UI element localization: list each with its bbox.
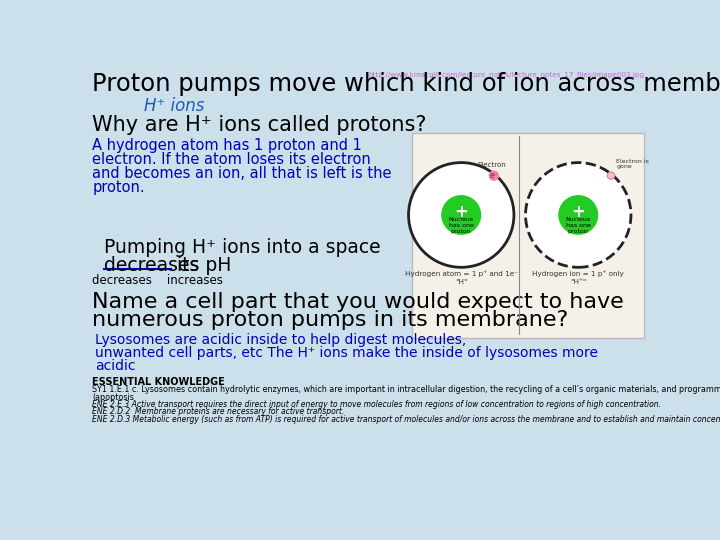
- Text: Why are H⁺ ions called protons?: Why are H⁺ ions called protons?: [92, 115, 427, 135]
- Text: Nucleus
has one
proton: Nucleus has one proton: [566, 217, 591, 233]
- Text: A hydrogen atom has 1 proton and 1: A hydrogen atom has 1 proton and 1: [92, 138, 362, 153]
- Text: ENE 2.D.2  Membrane proteins are necessary for active transport.: ENE 2.D.2 Membrane proteins are necessar…: [92, 408, 345, 416]
- Text: Lysosomes are acidic inside to help digest molecules,: Lysosomes are acidic inside to help dige…: [94, 333, 466, 347]
- Text: electron. If the atom loses its electron: electron. If the atom loses its electron: [92, 152, 371, 167]
- Circle shape: [408, 163, 514, 267]
- Circle shape: [441, 195, 481, 235]
- Circle shape: [489, 171, 499, 181]
- Text: ENE 2.E.3 Active transport requires the direct input of energy to move molecules: ENE 2.E.3 Active transport requires the …: [92, 400, 662, 409]
- Text: unwanted cell parts, etc The H⁺ ions make the inside of lysosomes more: unwanted cell parts, etc The H⁺ ions mak…: [94, 346, 598, 360]
- Text: http://www.kmacgill.com/lecture_notes/lecture_notes_17_files/image003.jpg: http://www.kmacgill.com/lecture_notes/le…: [369, 71, 645, 78]
- Text: e⁻: e⁻: [490, 171, 498, 180]
- Text: decreases    increases: decreases increases: [92, 274, 223, 287]
- Text: ENE 2.D.3 Metabolic energy (such as from ATP) is required for active transport o: ENE 2.D.3 Metabolic energy (such as from…: [92, 415, 720, 424]
- Text: Electron: Electron: [477, 162, 505, 168]
- Text: Nucleus
has one
proton: Nucleus has one proton: [449, 217, 474, 233]
- Circle shape: [526, 163, 631, 267]
- Text: acidic: acidic: [94, 359, 135, 373]
- Text: Proton pumps move which kind of ion across membranes ?: Proton pumps move which kind of ion acro…: [92, 72, 720, 97]
- Circle shape: [607, 172, 615, 179]
- Text: decreases: decreases: [104, 256, 199, 275]
- Text: Electron is
gone: Electron is gone: [616, 159, 649, 170]
- Text: +: +: [454, 203, 468, 221]
- Text: and becomes an ion, all that is left is the: and becomes an ion, all that is left is …: [92, 166, 392, 181]
- Text: Name a cell part that you would expect to have: Name a cell part that you would expect t…: [92, 292, 624, 312]
- Text: SY1 1.E.1 c. Lysosomes contain hydrolytic enzymes, which are important in intrac: SY1 1.E.1 c. Lysosomes contain hydrolyti…: [92, 385, 720, 394]
- Text: Hydrogen ion = 1 p⁺ only
"H⁺": Hydrogen ion = 1 p⁺ only "H⁺": [532, 271, 624, 285]
- Text: Pumping H⁺ ions into a space: Pumping H⁺ ions into a space: [104, 238, 381, 257]
- Text: +: +: [571, 203, 585, 221]
- Text: numerous proton pumps in its membrane?: numerous proton pumps in its membrane?: [92, 309, 569, 329]
- Text: H⁺ ions: H⁺ ions: [144, 97, 204, 115]
- Text: (apoptosis: (apoptosis: [92, 393, 134, 402]
- Circle shape: [558, 195, 598, 235]
- Text: Hydrogen atom = 1 p⁺ and 1e⁻
"H": Hydrogen atom = 1 p⁺ and 1e⁻ "H": [405, 271, 518, 285]
- FancyBboxPatch shape: [412, 132, 644, 338]
- Text: ESSENTIAL KNOWLEDGE: ESSENTIAL KNOWLEDGE: [92, 377, 225, 387]
- Text: its pH: its pH: [171, 256, 232, 275]
- Text: proton.: proton.: [92, 179, 145, 194]
